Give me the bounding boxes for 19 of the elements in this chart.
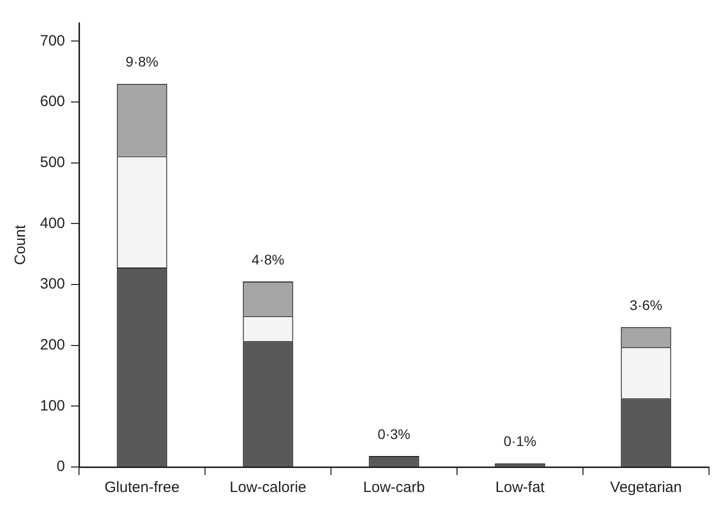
x-tick-label: Low-fat <box>495 479 546 496</box>
y-tick-label: 700 <box>40 32 66 50</box>
y-tick-label: 400 <box>40 214 66 232</box>
x-tick-label: Low-calorie <box>230 479 306 496</box>
x-tick-label: Vegetarian <box>610 479 682 496</box>
y-tick-label: 200 <box>40 336 66 354</box>
x-tick-label: Gluten-free <box>104 479 180 496</box>
y-tick-label: 500 <box>40 154 66 172</box>
y-tick-label: 600 <box>40 93 66 110</box>
annotation: 0·3% <box>378 426 410 442</box>
y-tick-label: 100 <box>40 397 66 414</box>
x-tick-label: Low-carb <box>363 479 425 496</box>
annotation: 0·1% <box>504 433 536 450</box>
y-axis-title: Count <box>12 224 30 266</box>
annotation: 9·8% <box>126 54 158 70</box>
annotation: 3·6% <box>630 296 662 313</box>
y-tick-label: 300 <box>40 276 66 293</box>
y-tick-label: 0 <box>56 458 66 476</box>
annotation: 4·8% <box>252 251 284 268</box>
